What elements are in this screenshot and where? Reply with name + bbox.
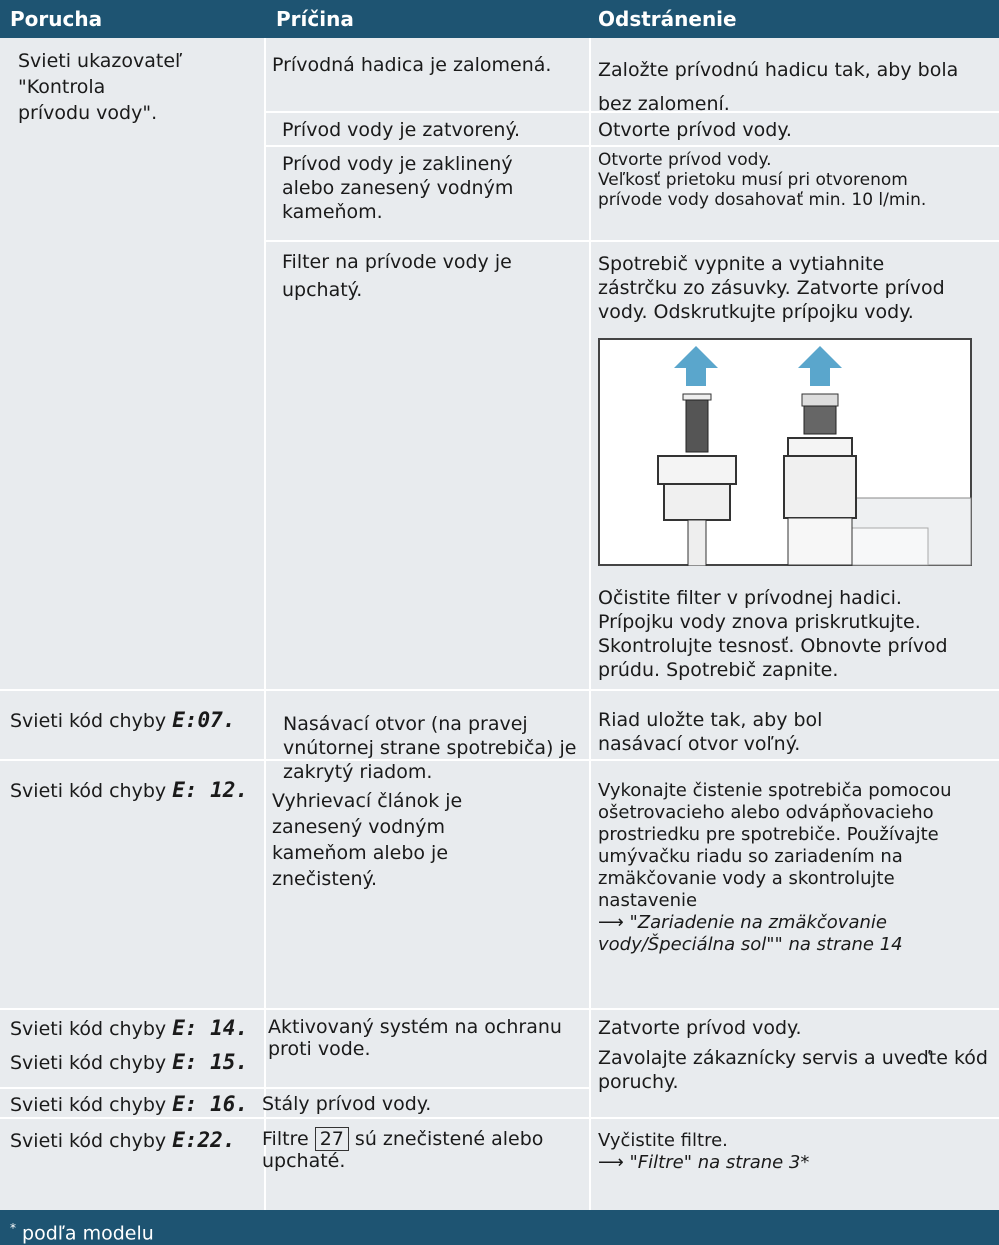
remedy: Vyčistite filtre. ⟶ "Filtre" na strane 3* (598, 1130, 993, 1174)
fault: Svieti ukazovateľ "Kontrola prívodu vody… (18, 50, 183, 124)
remedy: Otvorte prívod vody. (598, 119, 792, 141)
cause: Prívodná hadica je zalomená. (272, 54, 552, 76)
remedy-line: Otvorte prívod vody. (598, 150, 772, 170)
remedy: Otvorte prívod vody. Veľkosť prietoku mus… (598, 150, 983, 210)
column-header: Príčina (276, 7, 354, 31)
remedy: Riad uložte tak, aby bol nasávací otvor … (598, 709, 823, 755)
header-bar: Porucha Príčina Odstránenie (0, 0, 999, 38)
error-code: E: 12. (172, 778, 249, 802)
cause: Nasávací otvor (na pravej vnútornej stra… (283, 713, 577, 783)
fault-text: Svieti kód chyby (10, 1052, 167, 1074)
reference: ⟶ "Zariadenie na zmäkčovanie vody/Špeciá… (598, 912, 903, 955)
cause: Vyhrievací článok je zanesený vodným kam… (272, 790, 463, 890)
fault-text: Svieti kód chyby (10, 1094, 167, 1116)
fault-text: Svieti kód chyby (10, 1130, 167, 1152)
cause: Stály prívod vody. (262, 1093, 432, 1115)
row-divider (266, 240, 999, 242)
remedy: Zatvorte prívod vody. Zavolajte zákazníck… (598, 1016, 993, 1094)
remedy: Očistite filter v prívodnej hadici. Príp… (598, 587, 948, 681)
fault-text: Svieti kód chyby (10, 1018, 167, 1040)
remedy-text: Vykonajte čistenie spotrebiča pomocou oš… (598, 780, 952, 911)
fault: Svieti kód chyby E: 14. (10, 1016, 265, 1041)
column-divider (264, 38, 266, 1210)
remedy: Spotrebič vypnite a vytiahnite zástrčku … (598, 253, 945, 323)
filter-illustration (598, 338, 972, 566)
remedy-text: Vyčistite filtre. (598, 1130, 728, 1151)
footnote-mark: * (10, 1221, 16, 1235)
cause-text: sú znečistené alebo upchaté. (262, 1128, 544, 1172)
footnote: * podľa modelu (10, 1216, 154, 1245)
cause: Filtre 27 sú znečistené alebo upchaté. (262, 1127, 562, 1172)
fault: Svieti kód chyby E: 16. (10, 1092, 265, 1117)
fault-text: Svieti kód chyby (10, 710, 167, 732)
fault: Svieti kód chyby E:22. (10, 1128, 265, 1153)
remedy-line: Zavolajte zákaznícky servis a uveďte kód… (598, 1047, 988, 1093)
footnote-text: podľa modelu (22, 1222, 154, 1245)
error-code: E: 15. (172, 1050, 249, 1074)
row-divider (0, 1117, 999, 1119)
error-code: E: 14. (172, 1016, 249, 1040)
remedy-line: Veľkosť prietoku musí pri otvorenom prív… (598, 170, 927, 210)
column-header: Porucha (10, 7, 103, 31)
remedy-line: Zatvorte prívod vody. (598, 1017, 802, 1039)
fault: Svieti kód chyby E: 12. (10, 778, 265, 803)
footnote-bar: * podľa modelu (0, 1210, 999, 1245)
row-divider (0, 1008, 999, 1010)
cause: Prívod vody je zatvorený. (282, 119, 521, 141)
figure-ref: 27 (314, 1127, 349, 1151)
reference: ⟶ "Filtre" na strane 3* (598, 1152, 810, 1173)
fault: Svieti kód chyby E: 15. (10, 1050, 265, 1075)
error-code: E:07. (172, 708, 236, 732)
fault-text: Svieti kód chyby (10, 780, 167, 802)
column-header: Odstránenie (598, 7, 737, 31)
row-divider (0, 759, 999, 761)
column-divider (589, 38, 591, 1210)
row-divider (266, 111, 999, 113)
row-divider (266, 145, 999, 147)
remedy: Vykonajte čistenie spotrebiča pomocou oš… (598, 780, 993, 956)
cause: Filter na prívode vody je upchatý. (282, 251, 512, 301)
row-divider (0, 689, 999, 691)
row-divider (0, 1087, 590, 1089)
fault: Svieti kód chyby E:07. (10, 708, 265, 733)
error-code: E: 16. (172, 1092, 249, 1116)
cause-text: Filtre (262, 1128, 315, 1150)
cause: Prívod vody je zaklinený alebo zanesený … (282, 153, 514, 223)
error-code: E:22. (172, 1128, 236, 1152)
cause: Aktivovaný systém na ochranu proti vode. (268, 1016, 562, 1060)
remedy: Založte prívodnú hadicu tak, aby bola be… (598, 59, 959, 115)
